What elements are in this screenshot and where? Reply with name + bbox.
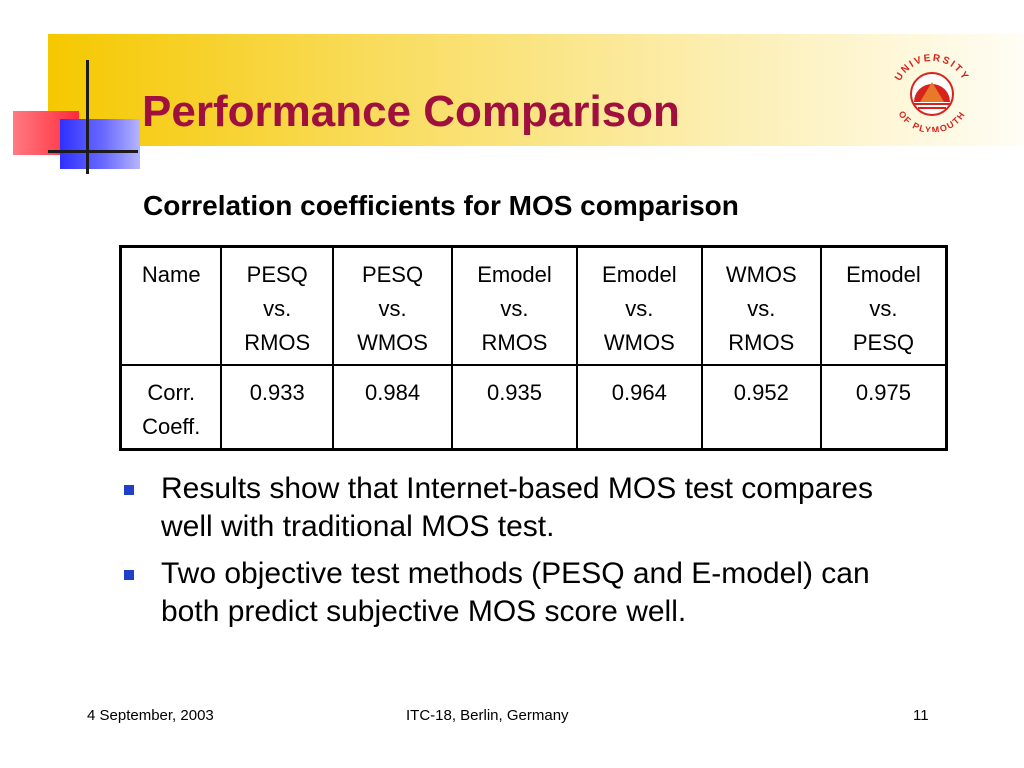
table-caption: Correlation coefficients for MOS compari…	[143, 190, 739, 221]
decorative-horizontal-line	[48, 150, 138, 153]
slide-number: 11	[913, 707, 929, 724]
header-cell: Emodel vs. RMOS	[451, 245, 578, 366]
value-cell: 0.952	[700, 364, 822, 451]
value-cell: 0.964	[575, 364, 703, 451]
square-bullet-icon	[124, 570, 134, 580]
bullet-item: Results show that Internet-based MOS tes…	[122, 470, 1002, 546]
header-cell: PESQ vs. RMOS	[220, 245, 334, 366]
value-cell: 0.933	[220, 364, 334, 451]
header-cell: PESQ vs. WMOS	[331, 245, 454, 366]
header-cell: Emodel vs. PESQ	[819, 245, 948, 366]
square-bullet-icon	[124, 485, 134, 495]
decorative-blue-block	[60, 119, 140, 169]
value-cell: 0.975	[819, 364, 948, 451]
bullet-item: Two objective test methods (PESQ and E-m…	[122, 555, 1002, 631]
footer-event: ITC-18, Berlin, Germany	[406, 707, 569, 724]
decorative-vertical-line	[86, 60, 89, 174]
header-cell: WMOS vs. RMOS	[700, 245, 822, 366]
table-header-row: Name PESQ vs. RMOS PESQ vs. WMOS Emodel …	[119, 245, 948, 366]
value-cell: 0.935	[451, 364, 578, 451]
slide-title: Performance Comparison	[142, 87, 680, 136]
header-band	[48, 34, 1024, 146]
header-cell: Name	[119, 245, 223, 366]
header-cell: Emodel vs. WMOS	[575, 245, 703, 366]
university-logo: UNIVERSITY OF PLYMOUTH	[893, 53, 969, 132]
correlation-table: Name PESQ vs. RMOS PESQ vs. WMOS Emodel …	[119, 245, 948, 451]
table-row: Corr. Coeff. 0.933 0.984 0.935 0.964 0.9…	[119, 364, 948, 451]
bullet-list: Results show that Internet-based MOS tes…	[122, 470, 1002, 640]
row-label-cell: Corr. Coeff.	[119, 364, 223, 451]
footer-date: 4 September, 2003	[87, 707, 214, 724]
value-cell: 0.984	[331, 364, 454, 451]
